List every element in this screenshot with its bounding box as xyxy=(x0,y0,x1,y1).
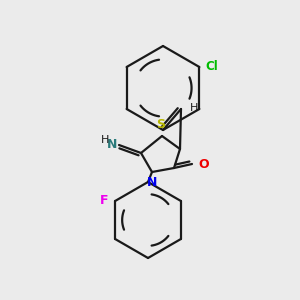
Text: S: S xyxy=(157,118,166,131)
Text: Cl: Cl xyxy=(206,59,218,73)
Text: N: N xyxy=(147,176,157,190)
Text: F: F xyxy=(100,194,108,206)
Text: H: H xyxy=(190,103,198,113)
Text: N: N xyxy=(106,137,117,151)
Text: O: O xyxy=(198,158,208,170)
Text: H: H xyxy=(101,135,109,145)
